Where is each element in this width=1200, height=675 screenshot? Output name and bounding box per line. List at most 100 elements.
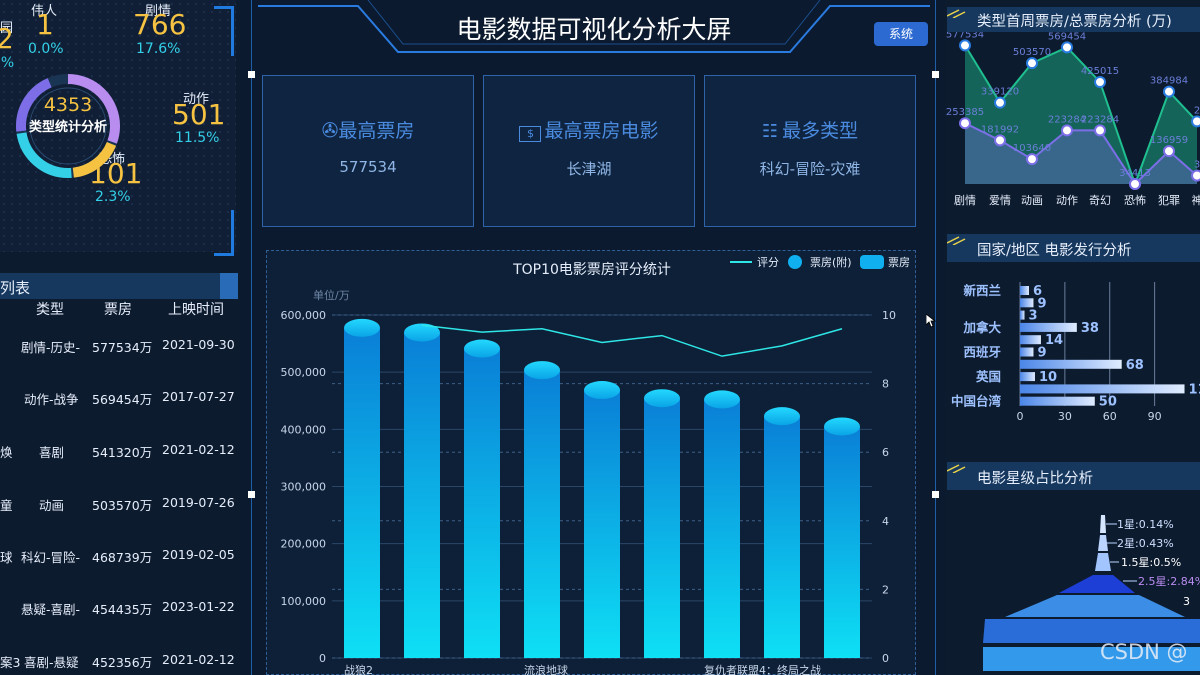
- resize-handle[interactable]: [248, 71, 255, 78]
- panel-corner-bottom: [214, 210, 234, 256]
- y-tick-label: 200,000: [281, 538, 327, 551]
- table-row[interactable]: 童 动画 503570万 2019-07-26: [0, 495, 240, 515]
- pyramid-layer-2: [1098, 535, 1108, 551]
- area-point: [1191, 115, 1200, 128]
- hbar-value-label: 110: [1189, 382, 1200, 397]
- row-type: 悬疑-喜剧-: [21, 602, 81, 617]
- hbar-bar: [1020, 286, 1029, 295]
- y2-tick-label: 8: [882, 378, 889, 391]
- bar-box-office: [764, 416, 800, 658]
- area-value-label: 223284: [1048, 114, 1086, 125]
- hbar-value-label: 68: [1126, 358, 1144, 373]
- area-point: [1129, 178, 1141, 190]
- resize-handle[interactable]: [932, 71, 939, 78]
- stat-percent-kongbu: 2.3%: [95, 189, 131, 205]
- area-value-label: 339120: [981, 87, 1019, 98]
- area-x-tick-label: 神: [1192, 193, 1200, 207]
- mouse-cursor-icon: [926, 314, 936, 328]
- row-date: 2019-07-26: [162, 495, 235, 510]
- hbar-bar: [1020, 359, 1122, 369]
- header-frame: [258, 0, 930, 53]
- list-icon: ☷: [761, 121, 779, 142]
- donut-center-label: 类型统计分析: [28, 120, 107, 135]
- table-row[interactable]: 焕 喜剧 541320万 2021-02-12: [0, 442, 240, 462]
- table-row[interactable]: 剧情-历史- 577534万 2021-09-30: [0, 337, 240, 357]
- bar-box-office: [464, 348, 500, 658]
- table-row[interactable]: 动作-战争 569454万 2017-07-27: [0, 389, 240, 409]
- area-value-label: 223284: [1081, 114, 1119, 125]
- star-label-4: 2.5星:2.84%: [1138, 575, 1200, 588]
- y-tick-label: 300,000: [281, 481, 327, 494]
- area-chart: 577534 339120 503570 569454 425015 384984 2 253…: [946, 32, 1200, 207]
- kpi-top-type: ☷ 最多类型 科幻-冒险-灾难: [704, 75, 916, 227]
- stat-name-juqing: 剧情: [145, 4, 172, 19]
- bar-cap: [644, 389, 680, 408]
- row-box: 503570万: [92, 498, 153, 513]
- hbar-value-label: 6: [1033, 284, 1042, 299]
- type-donut-chart: [16, 74, 120, 178]
- bar-cap: [704, 390, 740, 409]
- area-point: [1094, 124, 1106, 137]
- country-chart-header-bar: [947, 234, 1200, 262]
- row-name: 案3: [0, 655, 21, 670]
- area-x-tick-label: 爱情: [989, 194, 1011, 207]
- system-button[interactable]: 系统: [874, 22, 928, 46]
- hbar-bar: [1020, 310, 1025, 320]
- row-box: 454435万: [92, 602, 153, 617]
- hbar-x-tick-label: 90: [1148, 410, 1162, 423]
- area-value-label: 253385: [946, 107, 984, 118]
- pyramid-layer-5: [1005, 595, 1185, 617]
- kpi-value: 长津湖: [566, 160, 612, 178]
- bar-box-office: [344, 327, 380, 658]
- resize-handle[interactable]: [932, 491, 939, 498]
- area-value-label: 103640: [1013, 143, 1051, 154]
- resize-handle[interactable]: [248, 491, 255, 498]
- hbar-x-tick-label: 0: [1017, 410, 1024, 423]
- hbar-category-label: 新西兰: [963, 283, 1001, 298]
- hbar-bar: [1020, 335, 1041, 345]
- bar-box-office: [824, 426, 860, 658]
- star-chart-title: 电影星级占比分析: [977, 471, 1093, 487]
- kpi-label: 最多类型: [782, 120, 859, 142]
- star-label-2: 2星:0.43%: [1117, 537, 1174, 550]
- bar-box-office: [524, 370, 560, 658]
- row-box: 569454万: [92, 392, 153, 407]
- money-icon: $: [519, 126, 542, 142]
- row-name: 球: [0, 550, 13, 565]
- kpi-value: 577534: [339, 158, 397, 176]
- row-type: 剧情-历史-: [21, 340, 81, 355]
- bar-cap: [344, 318, 380, 337]
- table-row[interactable]: 球 科幻-冒险- 468739万 2019-02-05: [0, 547, 240, 567]
- hbar-value-label: 50: [1099, 395, 1117, 410]
- kpi-top-movie: $ 最高票房电影 长津湖: [483, 75, 695, 227]
- stat-count-juqing: 766: [133, 8, 187, 41]
- area-point: [959, 117, 971, 130]
- row-box: 541320万: [92, 445, 153, 460]
- page-title: 电影数据可视化分析大屏: [456, 15, 732, 44]
- stat-percent-yuan: 0%: [0, 55, 15, 71]
- hbar-value-label: 3: [1028, 309, 1037, 324]
- stat-name-dongzuo: 动作: [183, 92, 210, 107]
- column-header-date: 上映时间: [168, 302, 224, 318]
- country-chart-title: 国家/地区 电影发行分析: [977, 243, 1132, 259]
- hbar-bar: [1020, 396, 1095, 406]
- bar-cap: [404, 323, 440, 342]
- y-tick-label: 0: [319, 652, 326, 665]
- hbar-bar: [1020, 347, 1034, 357]
- table-row[interactable]: 悬疑-喜剧- 454435万 2023-01-22: [0, 599, 240, 619]
- row-date: 2017-07-27: [162, 389, 235, 404]
- y2-tick-label: 2: [882, 583, 889, 596]
- main-chart-unit: 单位/万: [313, 289, 350, 302]
- bar-box-office: [704, 399, 740, 658]
- watermark: CSDN @: [1100, 640, 1188, 664]
- hbar-value-label: 9: [1037, 296, 1046, 311]
- area-value-label: 3: [1194, 160, 1200, 171]
- area-point: [1026, 57, 1038, 70]
- area-value-label: 181992: [981, 124, 1019, 135]
- hbar-category-label: 中国台湾: [951, 394, 1002, 409]
- bar-cap: [524, 361, 560, 380]
- area-x-tick-label: 剧情: [954, 194, 976, 207]
- area-value-label: 384984: [1150, 76, 1188, 87]
- table-row[interactable]: 案3 喜剧-悬疑 452356万 2021-02-12: [0, 652, 240, 672]
- bar-box-office: [584, 390, 620, 658]
